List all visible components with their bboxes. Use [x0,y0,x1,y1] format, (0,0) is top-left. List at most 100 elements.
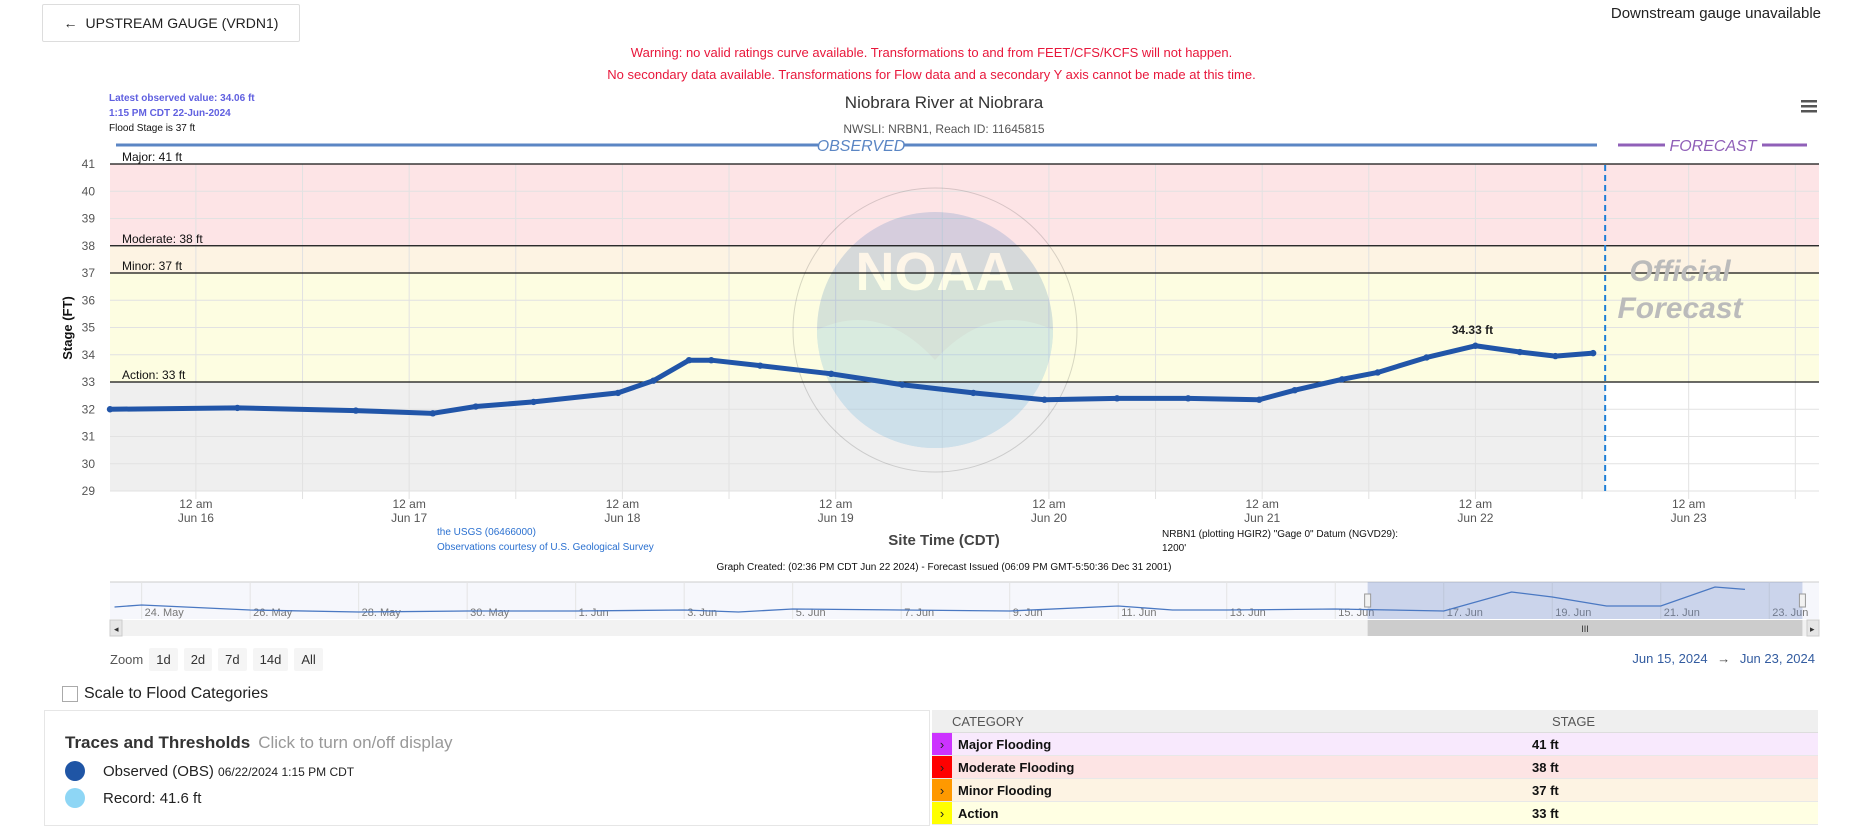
x-tick-label: 12 am [1245,497,1278,511]
y-tick-label: 33 [82,375,96,389]
table-row[interactable]: › Moderate Flooding 38 ft [932,756,1818,779]
x-tick-label: 12 am [819,497,852,511]
zoom-1d-button[interactable]: 1d [149,648,178,671]
zoom-14d-button[interactable]: 14d [252,648,289,671]
chevron-right-icon: › [932,802,952,824]
scale-checkbox[interactable] [62,686,78,702]
downstream-gauge-status: Downstream gauge unavailable [1610,5,1821,22]
category-stage: 41 ft [1532,736,1559,752]
official-forecast-line2: Forecast [1617,292,1744,325]
table-row[interactable]: › Major Flooding 41 ft [932,733,1818,756]
navigator-tick-label: 28. May [362,607,402,619]
scrollbar-grip-icon: III [1581,624,1589,634]
official-forecast-line1: Official [1629,255,1731,288]
usgs-credit-link[interactable]: Observations courtesy of U.S. Geological… [437,542,654,553]
y-tick-label: 37 [82,266,96,280]
navigator-tick-label: 17. Jun [1447,607,1483,619]
navigator-tick-label: 23. Jun [1772,607,1808,619]
observed-point [685,357,693,364]
navigator-scrollbar-thumb [1367,620,1803,636]
threshold-label: Moderate: 38 ft [122,232,203,246]
upstream-gauge-label: UPSTREAM GAUGE (VRDN1) [85,15,279,31]
usgs-link[interactable]: the USGS (06466000) [437,527,536,538]
x-axis-label: Site Time (CDT) [888,532,999,549]
moderate-flood-band [110,245,1819,273]
trace-record[interactable]: Record: 41.6 ft [65,788,201,808]
x-tick-label: 12 am [1672,497,1705,511]
x-tick-label: Jun 21 [1244,511,1280,525]
navigator[interactable]: 24. May 26. May 28. May 30. May 1. Jun 3. Jun… [109,581,1820,637]
ratings-warning: Warning: no valid ratings curve availabl… [630,45,1233,60]
chart-menu-icon[interactable] [1801,100,1817,113]
observed-point [1184,395,1192,402]
table-row[interactable]: › Action 33 ft [932,802,1818,825]
x-tick-label: 12 am [392,497,425,511]
scale-to-flood-categories[interactable]: Scale to Flood Categories [62,685,268,703]
x-tick-label: Jun 23 [1671,511,1707,525]
stage-header: STAGE [1552,713,1596,729]
scroll-left-button [109,619,123,637]
navigator-tick-label: 9. Jun [1013,607,1043,619]
x-tick-label: 12 am [1459,497,1492,511]
navigator-tick-label: 26. May [253,607,293,619]
trace-observed[interactable]: Observed (OBS) 06/22/2024 1:15 PM CDT [65,761,354,781]
navigator-tick-label: 11. Jun [1121,607,1156,619]
y-tick-label: 31 [82,430,96,444]
navigator-series-line [114,586,1746,613]
table-row[interactable]: › Minor Flooding 37 ft [932,779,1818,802]
observed-point [1113,395,1121,402]
observed-point [352,407,360,414]
category-stage: 37 ft [1532,782,1559,798]
observed-point [756,362,764,369]
x-tick-label: Jun 20 [1031,511,1067,525]
observed-point [234,404,241,412]
x-tick-label: 12 am [179,497,212,511]
observed-point [970,389,977,397]
observed-point [429,410,437,417]
noaa-watermark: NOAA [792,187,1078,473]
observed-point [1338,376,1346,383]
observed-point [472,403,479,410]
flood-stage-note: Flood Stage is 37 ft [109,123,195,134]
zoom-controls: Zoom 1d 2d 7d 14d All [110,648,323,671]
navigator-tick-label: 24. May [145,607,185,619]
observed-point [1423,354,1430,361]
peak-value-label: 34.33 ft [1452,323,1493,337]
category-name: Action [958,805,999,821]
major-flood-band [110,164,1819,246]
observed-dot-icon [65,761,85,781]
observed-point [828,370,835,378]
threshold-label: Action: 33 ft [122,368,186,382]
flood-categories-table: CATEGORY STAGE › Major Flooding 41 ft › … [932,710,1818,825]
observed-point [1552,352,1559,360]
traces-panel: Traces and Thresholds Click to turn on/of… [44,710,930,826]
zoom-7d-button[interactable]: 7d [218,648,247,671]
latest-observed-time: 1:15 PM CDT 22-Jun-2024 [109,108,231,119]
trace-observed-label: Observed (OBS) [103,762,214,780]
x-tick-label: 12 am [606,497,639,511]
x-tick-label: Jun 19 [818,511,854,525]
navigator-tick-label: 3. Jun [687,607,717,619]
zoom-all-button[interactable]: All [294,648,323,671]
navigator-tick-label: 7. Jun [904,607,934,619]
observed-point [1472,342,1479,349]
range-from[interactable]: Jun 15, 2024 [1632,651,1708,666]
y-tick-label: 35 [82,321,96,335]
record-dot-icon [65,788,85,808]
x-tick-label: 12 am [1032,497,1065,511]
observed-point [1516,348,1524,356]
chevron-right-icon: › [932,779,952,801]
y-axis-label: Stage (FT) [60,296,75,360]
caret-right-icon: ▸ [1810,624,1815,634]
range-to[interactable]: Jun 23, 2024 [1739,651,1815,666]
noaa-logo-text: NOAA [856,242,1015,302]
secondary-data-warning: No secondary data available. Transformat… [607,67,1256,82]
observed-point [530,398,537,406]
category-header: CATEGORY [952,713,1024,729]
y-tick-label: 29 [82,484,96,498]
zoom-2d-button[interactable]: 2d [183,648,213,671]
scroll-right-button [1806,619,1820,637]
upstream-gauge-button[interactable]: ← UPSTREAM GAUGE (VRDN1) [42,4,300,42]
scale-option-label: Scale to Flood Categories [84,685,269,702]
category-name: Major Flooding [958,736,1052,752]
